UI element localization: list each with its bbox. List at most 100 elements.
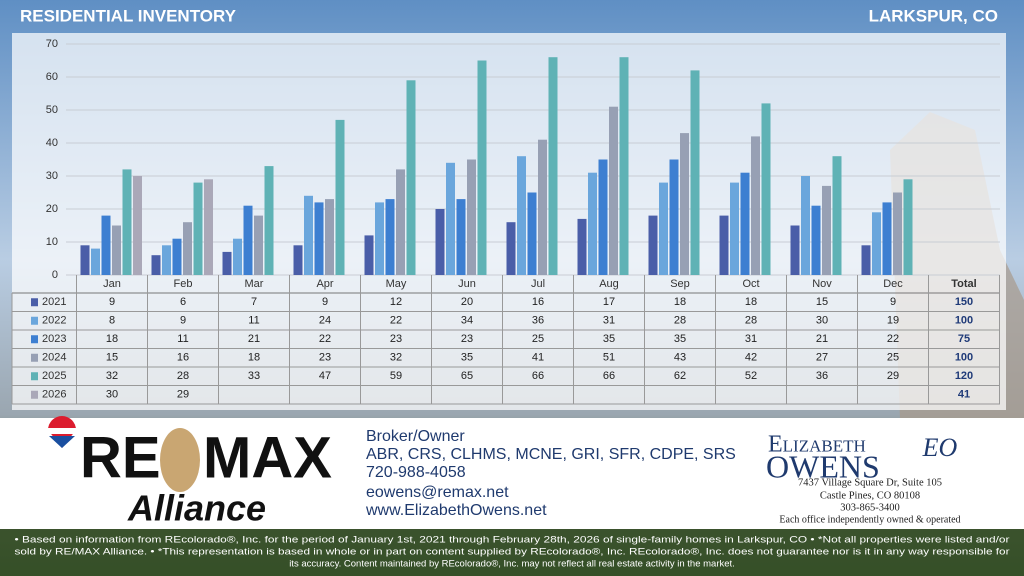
bar bbox=[101, 215, 111, 275]
logo-first: Elizabeth bbox=[768, 432, 866, 458]
x-tick-label: Mar bbox=[245, 278, 264, 290]
x-tick-label: Oct bbox=[742, 278, 759, 290]
disclaimer: • Based on information from REcolorado®,… bbox=[15, 535, 1010, 570]
table-cell: 31 bbox=[603, 315, 615, 327]
table-cell: 66 bbox=[603, 370, 615, 382]
bar bbox=[446, 162, 455, 275]
address-line: 7437 Village Square Dr, Suite 105 bbox=[798, 477, 942, 488]
table-cell: 35 bbox=[603, 333, 615, 345]
legend-swatch bbox=[31, 316, 38, 325]
table-cell: 16 bbox=[177, 352, 189, 364]
x-tick-label: Sep bbox=[670, 278, 690, 290]
bar bbox=[477, 60, 487, 275]
bar bbox=[659, 182, 668, 275]
address-line: 303-865-3400 bbox=[840, 502, 900, 513]
table-cell: 22 bbox=[887, 333, 899, 345]
x-tick-label: May bbox=[386, 278, 407, 290]
agent-line: 720-988-4058 bbox=[366, 464, 466, 481]
table-cell: 32 bbox=[390, 352, 402, 364]
bar bbox=[254, 215, 263, 275]
table-cell: 8 bbox=[109, 315, 115, 327]
bar bbox=[872, 212, 881, 275]
bar bbox=[243, 205, 253, 275]
table-cell: 62 bbox=[674, 370, 686, 382]
table-cell: 35 bbox=[674, 333, 686, 345]
brand-right: MAX bbox=[203, 425, 332, 490]
balloon-base bbox=[49, 436, 75, 448]
bar bbox=[91, 248, 100, 275]
y-tick-label: 30 bbox=[46, 170, 58, 182]
table-cell: 9 bbox=[180, 315, 186, 327]
x-tick-label: Dec bbox=[883, 278, 903, 290]
bar bbox=[364, 235, 374, 275]
table-cell: 23 bbox=[461, 333, 473, 345]
bar bbox=[151, 255, 161, 275]
bar bbox=[882, 202, 892, 275]
bar bbox=[435, 209, 445, 275]
bar bbox=[133, 176, 142, 275]
table-cell: 17 bbox=[603, 296, 615, 308]
table-cell: 22 bbox=[390, 315, 402, 327]
total-cell: 150 bbox=[955, 296, 973, 308]
y-tick-label: 50 bbox=[46, 104, 58, 116]
table-cell: 43 bbox=[674, 352, 686, 364]
bar bbox=[619, 57, 629, 276]
logo-last: Owens bbox=[766, 448, 880, 484]
location: LARKSPUR, CO bbox=[869, 6, 998, 25]
agent-line: eowens@remax.net bbox=[366, 484, 509, 501]
legend-label: 2026 bbox=[42, 389, 66, 401]
bar bbox=[730, 182, 739, 275]
table-cell: 51 bbox=[603, 352, 615, 364]
bar bbox=[293, 245, 303, 275]
brand-office: Alliance bbox=[127, 488, 266, 529]
x-tick-label: Nov bbox=[812, 278, 832, 290]
table-cell: 30 bbox=[816, 315, 828, 327]
x-tick-label: Jan bbox=[103, 278, 121, 290]
y-tick-label: 0 bbox=[52, 269, 58, 281]
table-cell: 23 bbox=[390, 333, 402, 345]
bar bbox=[506, 222, 516, 275]
address-line: Castle Pines, CO 80108 bbox=[820, 490, 920, 501]
table-cell: 18 bbox=[248, 352, 260, 364]
table-cell: 23 bbox=[319, 352, 331, 364]
table-cell: 34 bbox=[461, 315, 473, 327]
total-cell: 100 bbox=[955, 352, 973, 364]
bar bbox=[680, 133, 689, 275]
agent-line: Broker/Owner bbox=[366, 428, 465, 445]
table-cell: 33 bbox=[248, 370, 260, 382]
bar bbox=[893, 192, 902, 275]
table-cell: 65 bbox=[461, 370, 473, 382]
table-cell: 12 bbox=[390, 296, 402, 308]
table-cell: 18 bbox=[745, 296, 757, 308]
bar bbox=[183, 222, 192, 275]
table-cell: 28 bbox=[674, 315, 686, 327]
bar bbox=[335, 119, 345, 276]
table-cell: 32 bbox=[106, 370, 118, 382]
table-cell: 25 bbox=[887, 352, 899, 364]
legend-label: 2024 bbox=[42, 352, 66, 364]
table-cell: 24 bbox=[319, 315, 331, 327]
table-cell: 18 bbox=[674, 296, 686, 308]
bar bbox=[406, 80, 416, 275]
bar bbox=[822, 185, 831, 275]
bar bbox=[538, 139, 547, 275]
legend-swatch bbox=[31, 298, 38, 307]
bar bbox=[193, 182, 203, 275]
bar bbox=[80, 245, 90, 275]
bar bbox=[162, 245, 171, 275]
table-cell: 30 bbox=[106, 389, 118, 401]
bar bbox=[314, 202, 324, 275]
bar bbox=[325, 199, 334, 275]
disclaimer-line: • Based on information from REcolorado®,… bbox=[15, 535, 1010, 546]
table-cell: 59 bbox=[390, 370, 402, 382]
bar bbox=[233, 238, 242, 275]
agent-line: ABR, CRS, CLHMS, MCNE, GRI, SFR, CDPE, S… bbox=[366, 446, 736, 463]
address-line: Each office independently owned & operat… bbox=[779, 514, 960, 525]
table-cell: 28 bbox=[177, 370, 189, 382]
legend-label: 2023 bbox=[42, 333, 66, 345]
logo-monogram: EO bbox=[922, 433, 958, 462]
legend-label: 2021 bbox=[42, 296, 66, 308]
disclaimer-line: its accuracy. Content maintained by REco… bbox=[289, 559, 735, 570]
footer-band bbox=[0, 529, 1024, 576]
